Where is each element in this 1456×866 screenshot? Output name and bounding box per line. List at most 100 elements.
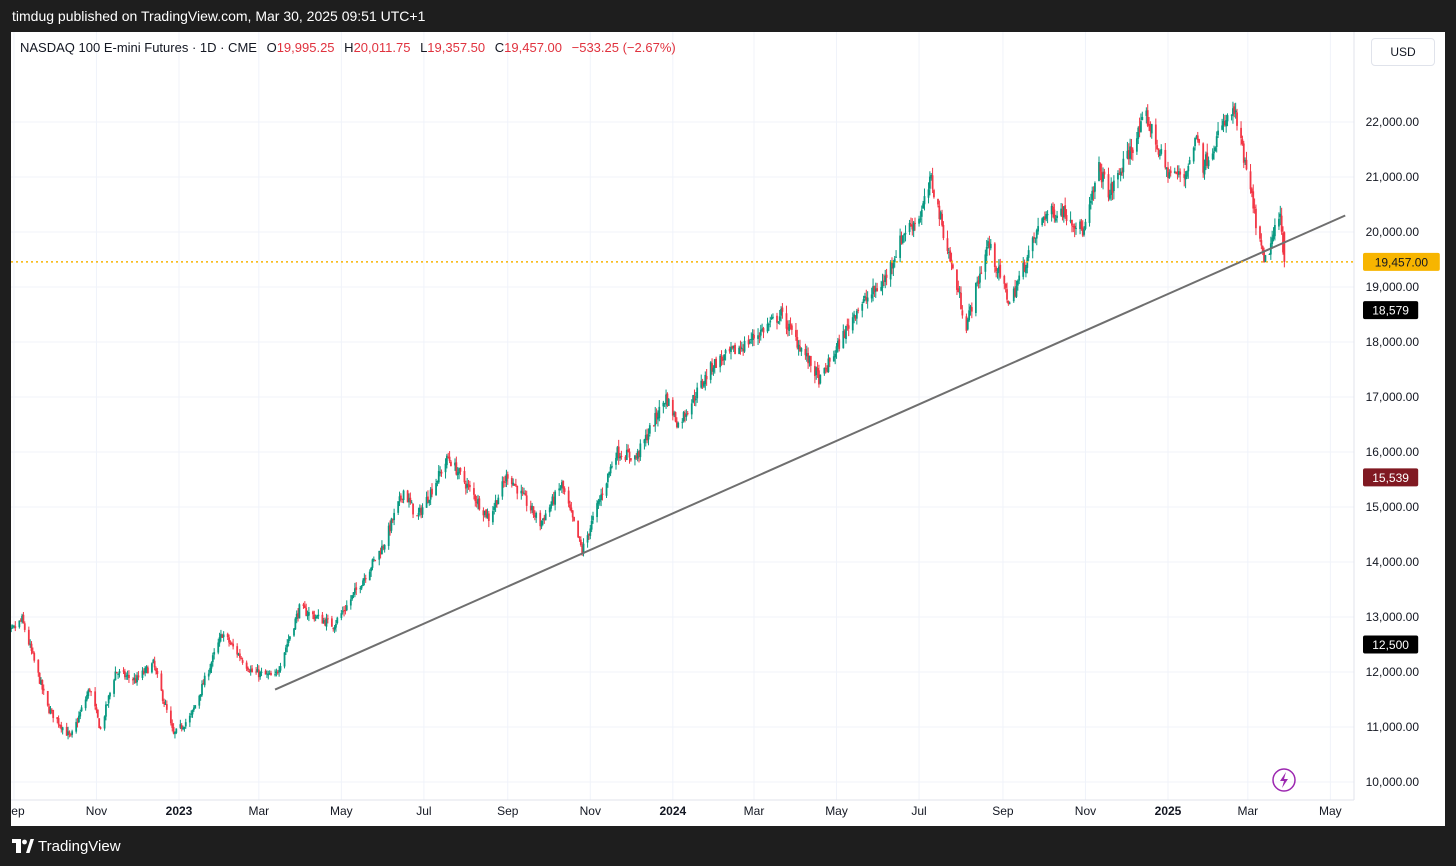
candle-body: [42, 688, 45, 691]
candle-body: [247, 667, 249, 671]
candle-body: [360, 585, 363, 589]
candle-body: [516, 485, 519, 494]
candle-body: [513, 483, 516, 485]
tradingview-logo[interactable]: TradingView: [12, 837, 121, 855]
candle-body: [1015, 286, 1018, 297]
candle-body: [144, 667, 147, 673]
candle-body: [1022, 262, 1025, 277]
candle-body: [974, 282, 977, 314]
candle-body: [381, 545, 383, 555]
candle-body: [312, 611, 314, 615]
candle-body: [368, 571, 371, 581]
candle-body: [790, 325, 793, 330]
candle-body: [770, 317, 773, 320]
currency-button[interactable]: USD: [1371, 38, 1435, 66]
high-label: H: [344, 40, 354, 55]
x-tick-label: Mar: [744, 804, 765, 818]
candle-body: [483, 510, 486, 515]
x-tick-label: Nov: [1075, 804, 1096, 818]
x-tick-label: May: [330, 804, 353, 818]
price-chart[interactable]: 10,000.00 11,000.00 12,000.00 13,000.00 14,0…: [11, 32, 1445, 826]
candle-body: [552, 496, 555, 504]
candle-body: [937, 198, 939, 205]
candle-body: [873, 285, 876, 293]
candle-body: [1016, 280, 1019, 286]
candle-body: [638, 452, 640, 456]
candle-body: [1145, 110, 1148, 116]
candle-body: [629, 458, 632, 461]
candle-body: [401, 498, 404, 500]
candle-body: [467, 484, 470, 486]
candle-body: [776, 315, 778, 323]
candle-body: [608, 471, 611, 475]
candle-body: [609, 466, 612, 474]
candle-body: [1249, 171, 1252, 190]
y-tick-label: 16,000.00: [1366, 445, 1420, 459]
candle-body: [1154, 124, 1157, 145]
candle-body: [293, 628, 295, 636]
candle-body: [287, 639, 290, 643]
candle-body: [95, 707, 98, 711]
candle-body: [533, 515, 536, 517]
candle-body: [535, 513, 538, 518]
candle-body: [496, 500, 498, 505]
candle-body: [957, 288, 960, 293]
candle-body: [67, 731, 69, 735]
publisher-bar: timdug published on TradingView.com, Mar…: [0, 0, 1456, 32]
candle-body: [796, 337, 799, 348]
candle-body: [33, 653, 36, 661]
symbol-name[interactable]: NASDAQ 100 E-mini Futures · 1D · CME: [20, 40, 257, 55]
tradingview-logo-icon: [12, 839, 34, 853]
candle-body: [918, 218, 920, 224]
candle-body: [1112, 180, 1115, 192]
candle-body: [171, 723, 174, 728]
candle-body: [125, 675, 128, 677]
candle-body: [1230, 114, 1233, 116]
candle-body: [1102, 173, 1104, 182]
candle-body: [207, 673, 210, 677]
candle-body: [521, 491, 524, 493]
candle-body: [1075, 227, 1077, 229]
chart-panel[interactable]: 10,000.00 11,000.00 12,000.00 13,000.00 14,0…: [11, 32, 1445, 826]
candle-body: [658, 406, 661, 419]
candle-body: [758, 335, 761, 337]
candle-body: [739, 346, 742, 349]
candle-body: [970, 307, 973, 312]
candle-body: [52, 709, 55, 719]
candle-body: [715, 358, 718, 368]
candle-body: [13, 625, 15, 627]
candle-body: [275, 671, 278, 674]
candle-body: [486, 514, 489, 518]
price-label-box: [1363, 635, 1419, 654]
candle-body: [961, 310, 964, 316]
candle-body: [615, 457, 617, 465]
candle-body: [939, 212, 942, 220]
candle-body: [221, 634, 224, 638]
candle-body: [276, 672, 279, 674]
candle-body: [1233, 106, 1236, 114]
candle-body: [408, 498, 410, 503]
candle-body: [577, 520, 580, 538]
candle-body: [345, 605, 348, 611]
candle-body: [184, 722, 187, 727]
candle-body: [800, 348, 803, 352]
candle-body: [523, 493, 525, 495]
candle-body: [901, 235, 904, 243]
candle-body: [1175, 171, 1178, 174]
candle-body: [579, 539, 582, 546]
candle-body: [1035, 230, 1038, 239]
candle-body: [719, 355, 722, 368]
candle-body: [941, 213, 943, 226]
candle-body: [1198, 139, 1201, 143]
candle-body: [1279, 213, 1282, 218]
candle-body: [418, 507, 421, 513]
candle-body: [524, 493, 527, 496]
candle-body: [122, 670, 125, 672]
lightning-icon: [1272, 768, 1296, 792]
candle-body: [306, 614, 309, 617]
candle-body: [220, 634, 222, 638]
candle-body: [56, 717, 59, 720]
candle-body: [769, 320, 772, 323]
candle-body: [257, 669, 260, 678]
candle-body: [436, 480, 439, 483]
